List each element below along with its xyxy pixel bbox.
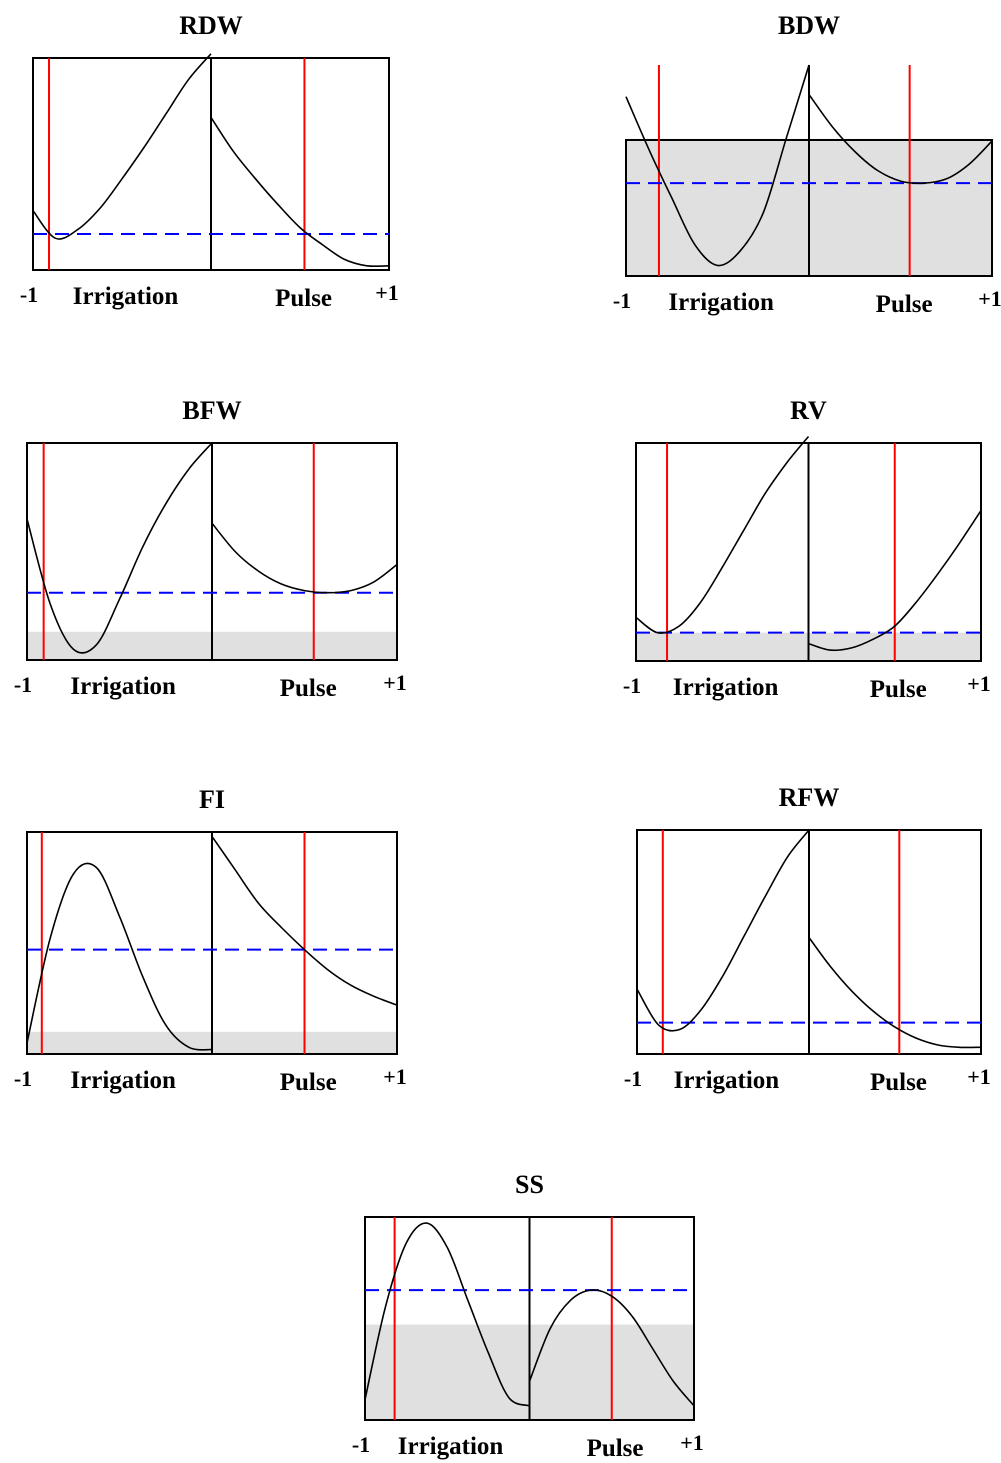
x-max-tick-label: +1: [383, 1064, 407, 1089]
x-axis-label-irrigation: Irrigation: [70, 1067, 176, 1094]
panel-title: FI: [199, 785, 225, 814]
x-axis-label-irrigation: Irrigation: [668, 289, 774, 316]
x-axis-label-pulse: Pulse: [870, 1069, 927, 1096]
response-curve-irrigation: [364, 1222, 530, 1407]
response-curve-pulse: [211, 835, 398, 1006]
x-min-tick-label: -1: [624, 1066, 642, 1091]
panel-bdw: BDW -1 Irrigation Pulse +1: [613, 11, 1001, 318]
x-axis-label-pulse: Pulse: [275, 285, 332, 312]
x-axis-label-pulse: Pulse: [876, 291, 933, 318]
x-max-tick-label: +1: [375, 280, 399, 305]
response-curve-pulse: [210, 116, 390, 268]
x-min-tick-label: -1: [14, 1066, 32, 1091]
x-max-tick-label: +1: [967, 1064, 991, 1089]
panel-title: SS: [515, 1170, 544, 1199]
response-curve-irrigation: [625, 64, 810, 267]
panel-frame: [636, 829, 982, 1055]
panel-fi: FI -1 Irrigation Pulse +1: [14, 785, 407, 1096]
x-axis-label-irrigation: Irrigation: [673, 674, 779, 701]
response-curve-irrigation: [635, 435, 810, 634]
panel-rfw: RFW -1 Irrigation Pulse +1: [624, 783, 991, 1096]
x-min-tick-label: -1: [20, 282, 38, 307]
x-min-tick-label: -1: [14, 672, 32, 697]
panel-frame: [635, 442, 982, 662]
response-curve-pulse: [528, 1289, 695, 1407]
x-axis-label-pulse: Pulse: [280, 1069, 337, 1096]
panel-rdw: RDW -1 Irrigation Pulse +1: [20, 11, 399, 312]
panel-rv: RV -1 Irrigation Pulse +1: [623, 396, 991, 703]
x-axis-label-pulse: Pulse: [587, 1435, 644, 1462]
x-max-tick-label: +1: [978, 286, 1001, 311]
panel-title: RFW: [779, 783, 840, 812]
x-min-tick-label: -1: [613, 288, 631, 313]
x-axis-label-pulse: Pulse: [280, 675, 337, 702]
response-curve-irrigation: [26, 442, 213, 654]
panel-title: BFW: [182, 396, 241, 425]
x-min-tick-label: -1: [623, 673, 641, 698]
panel-frame: [32, 57, 390, 271]
panel-title: BDW: [778, 11, 840, 40]
x-axis-label-irrigation: Irrigation: [73, 283, 179, 310]
response-curve-irrigation: [32, 53, 212, 240]
x-axis-label-irrigation: Irrigation: [70, 673, 176, 700]
x-max-tick-label: +1: [967, 671, 991, 696]
response-curve-pulse: [211, 522, 398, 594]
response-curve-irrigation: [26, 862, 213, 1051]
panel-title: RV: [790, 396, 827, 425]
x-axis-label-irrigation: Irrigation: [398, 1433, 504, 1460]
panel-frame: [364, 1216, 695, 1421]
response-curve-pulse: [808, 510, 982, 652]
response-curve-pulse: [808, 94, 993, 185]
response-curve-pulse: [808, 937, 982, 1049]
response-curve-irrigation: [636, 829, 810, 1032]
panel-ss: SS -1 Irrigation Pulse +1: [352, 1170, 704, 1462]
x-axis-label-irrigation: Irrigation: [674, 1067, 780, 1094]
x-max-tick-label: +1: [680, 1430, 704, 1455]
panel-frame: [26, 442, 398, 661]
panel-frame: [625, 139, 993, 277]
panel-title: RDW: [179, 11, 243, 40]
x-axis-label-pulse: Pulse: [870, 676, 927, 703]
x-max-tick-label: +1: [383, 670, 407, 695]
panel-bfw: BFW -1 Irrigation Pulse +1: [14, 396, 407, 702]
x-min-tick-label: -1: [352, 1432, 370, 1457]
panel-frame: [26, 831, 398, 1055]
